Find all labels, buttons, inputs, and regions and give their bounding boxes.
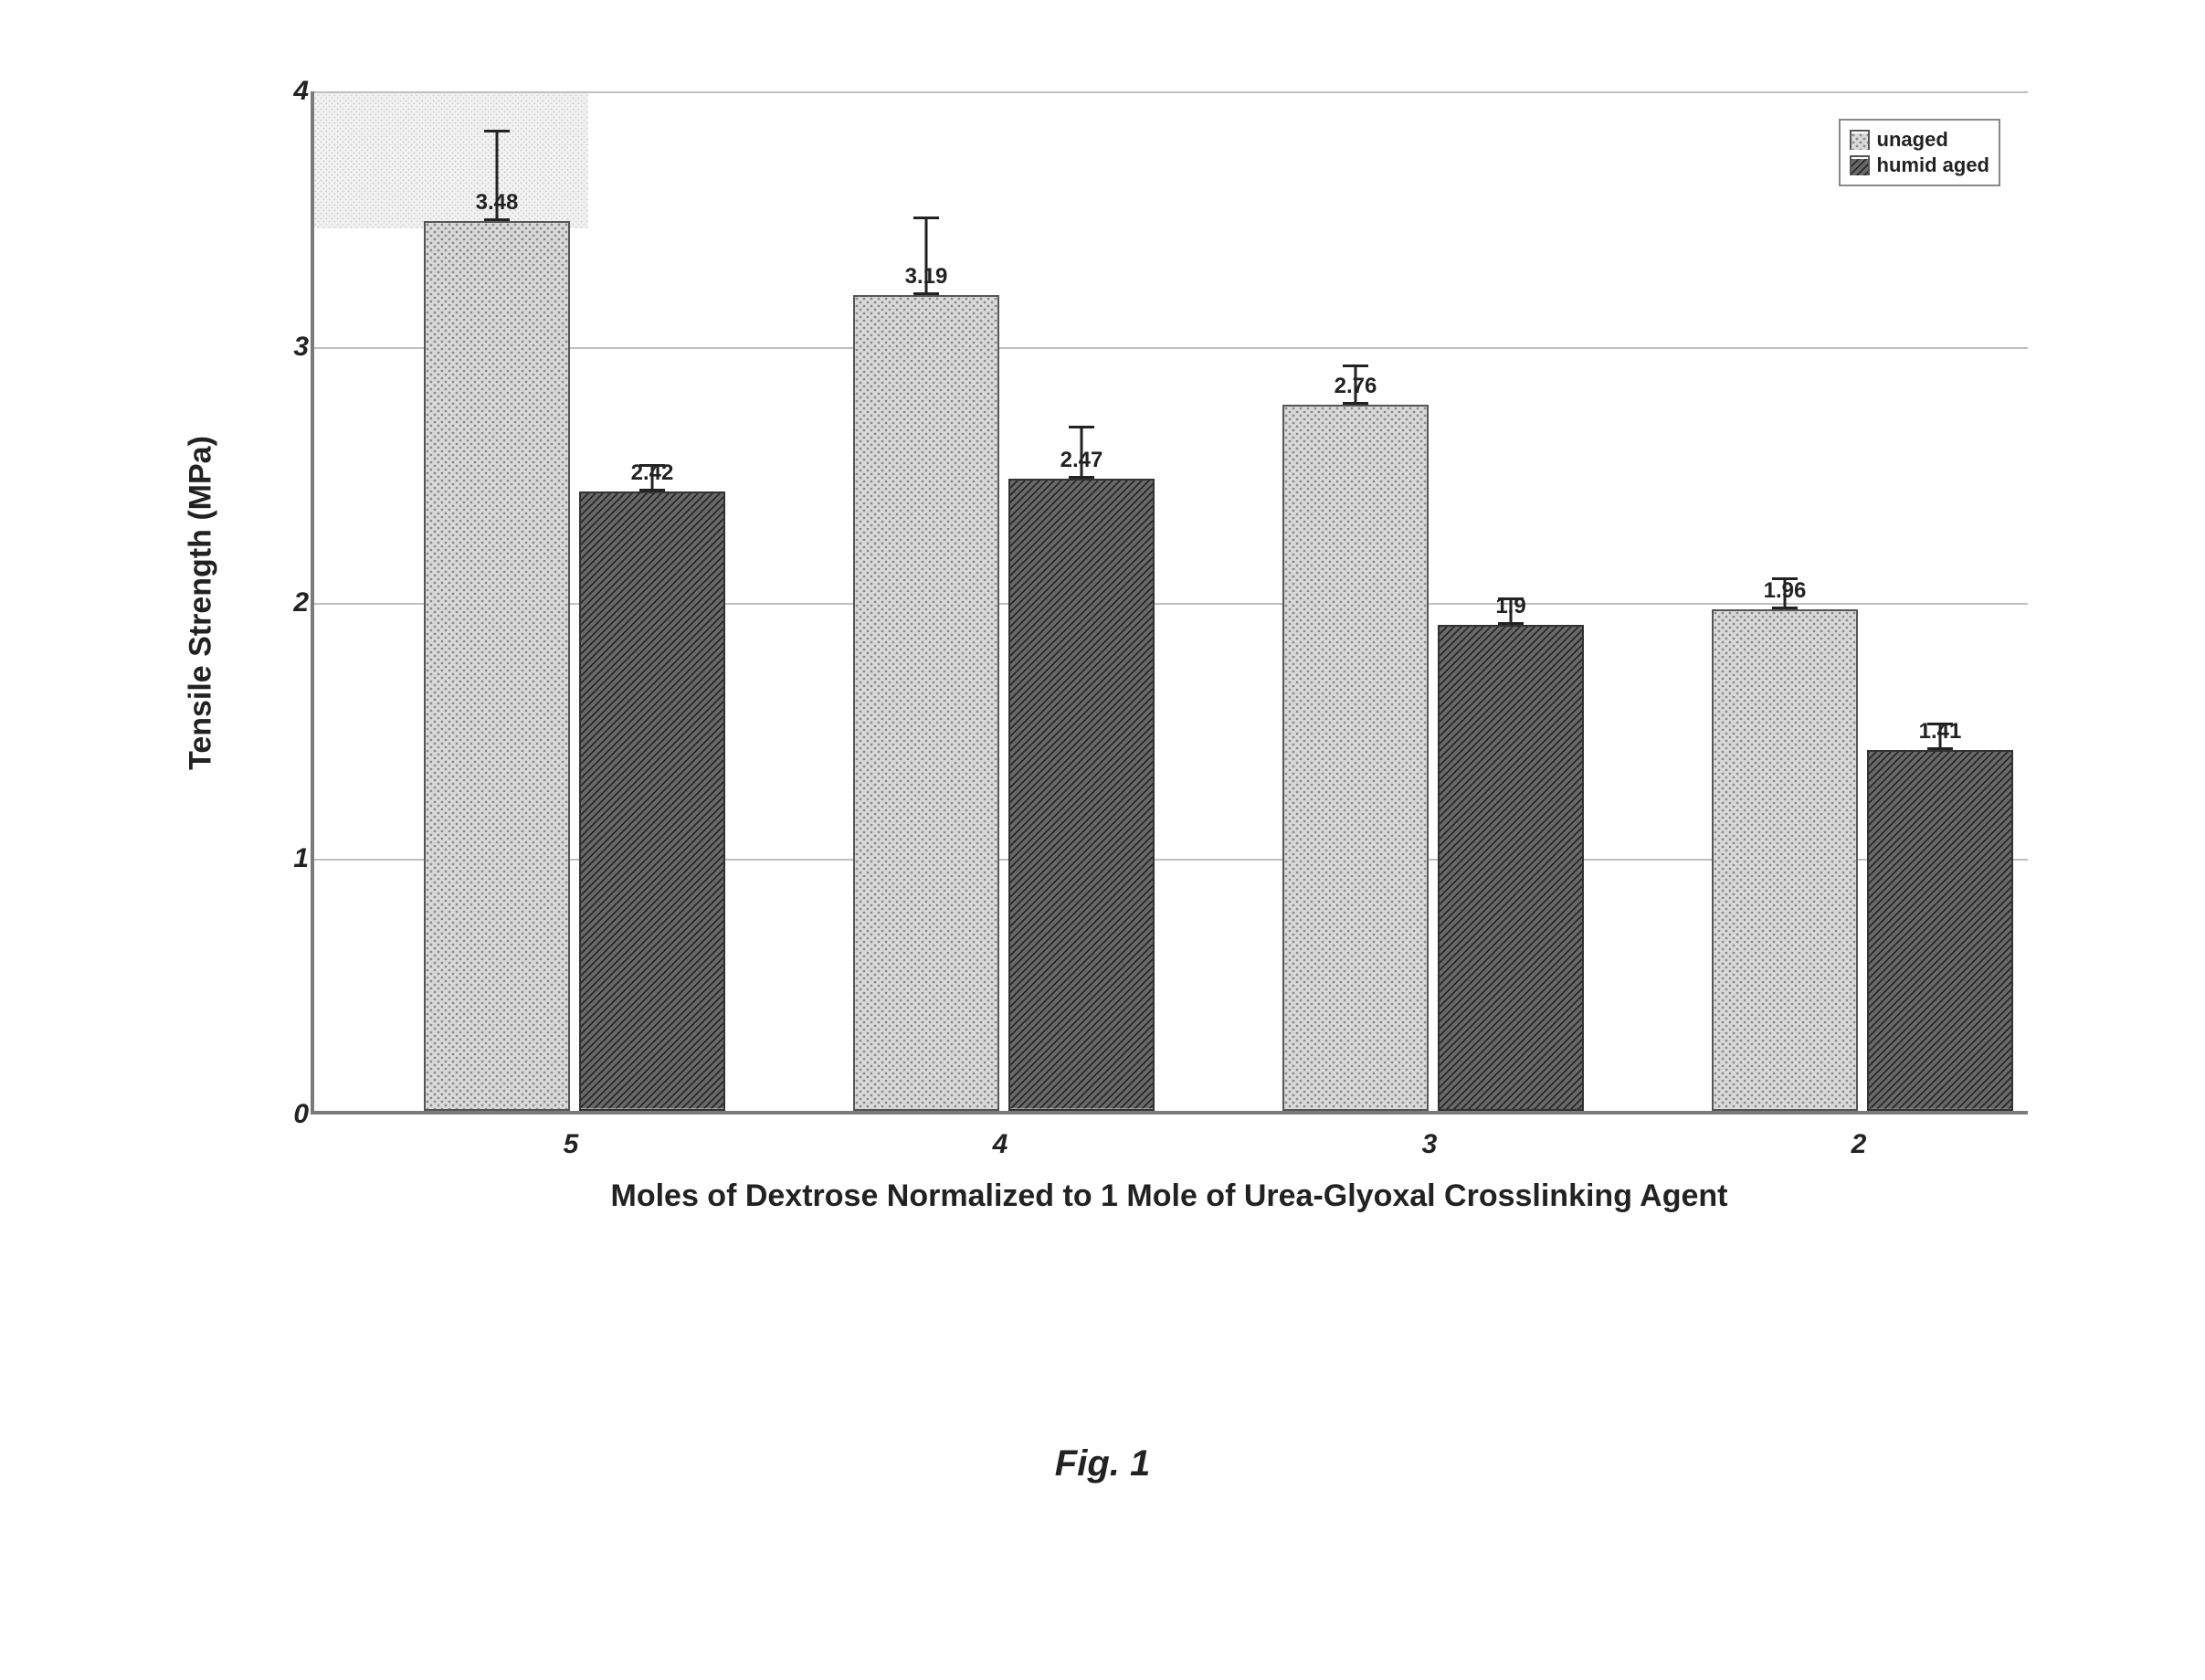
x-tick-label: 4 — [909, 1129, 1092, 1160]
bar-unaged — [853, 295, 999, 1111]
bar-value-label: 1.96 — [1730, 578, 1840, 604]
bar-unaged — [424, 221, 570, 1111]
figure-caption: Fig. 1 — [1055, 1443, 1150, 1485]
x-tick-label: 5 — [480, 1129, 662, 1160]
bar-humid-aged — [579, 491, 725, 1111]
legend-swatch-humid-aged — [1850, 155, 1870, 175]
y-tick-label: 4 — [254, 76, 309, 107]
x-tick-label: 2 — [1767, 1129, 1950, 1160]
legend-label-unaged: unaged — [1877, 128, 1948, 152]
legend-item-unaged: unaged — [1850, 128, 1989, 152]
x-tick-label: 3 — [1338, 1129, 1521, 1160]
bar-unaged — [1282, 405, 1429, 1111]
legend: unaged humid aged — [1839, 119, 2000, 186]
y-tick-label: 2 — [254, 587, 309, 618]
y-tick-label: 3 — [254, 332, 309, 363]
bar-humid-aged — [1438, 625, 1584, 1111]
y-axis-title: Tensile Strength (MPa) — [184, 436, 219, 770]
gridline — [314, 347, 2028, 349]
page: Tensile Strength (MPa) Moles of Dextrose… — [0, 0, 2205, 1680]
bar-value-label: 1.41 — [1885, 719, 1995, 745]
bar-humid-aged — [1867, 750, 2013, 1111]
bar-value-label: 2.47 — [1027, 448, 1136, 473]
bar-value-label: 2.76 — [1301, 374, 1410, 399]
chart-frame: Tensile Strength (MPa) Moles of Dextrose… — [146, 73, 2059, 1224]
gridline — [314, 91, 2028, 93]
plot-area: 3.48 2.42 3.19 2.47 2.76 1.9 1.96 1.41 unaged h… — [311, 91, 2028, 1115]
bar-value-label: 1.9 — [1456, 594, 1566, 619]
legend-label-humid-aged: humid aged — [1877, 153, 1989, 177]
bar-humid-aged — [1008, 479, 1155, 1111]
x-axis-title: Moles of Dextrose Normalized to 1 Mole o… — [611, 1178, 1728, 1214]
y-tick-label: 0 — [254, 1099, 309, 1130]
legend-swatch-unaged — [1850, 130, 1870, 150]
bar-unaged — [1712, 609, 1858, 1111]
bar-value-label: 2.42 — [597, 460, 707, 486]
y-tick-label: 1 — [254, 843, 309, 874]
bar-value-label: 3.48 — [442, 190, 552, 216]
bar-value-label: 3.19 — [871, 264, 981, 290]
legend-item-humid-aged: humid aged — [1850, 153, 1989, 177]
